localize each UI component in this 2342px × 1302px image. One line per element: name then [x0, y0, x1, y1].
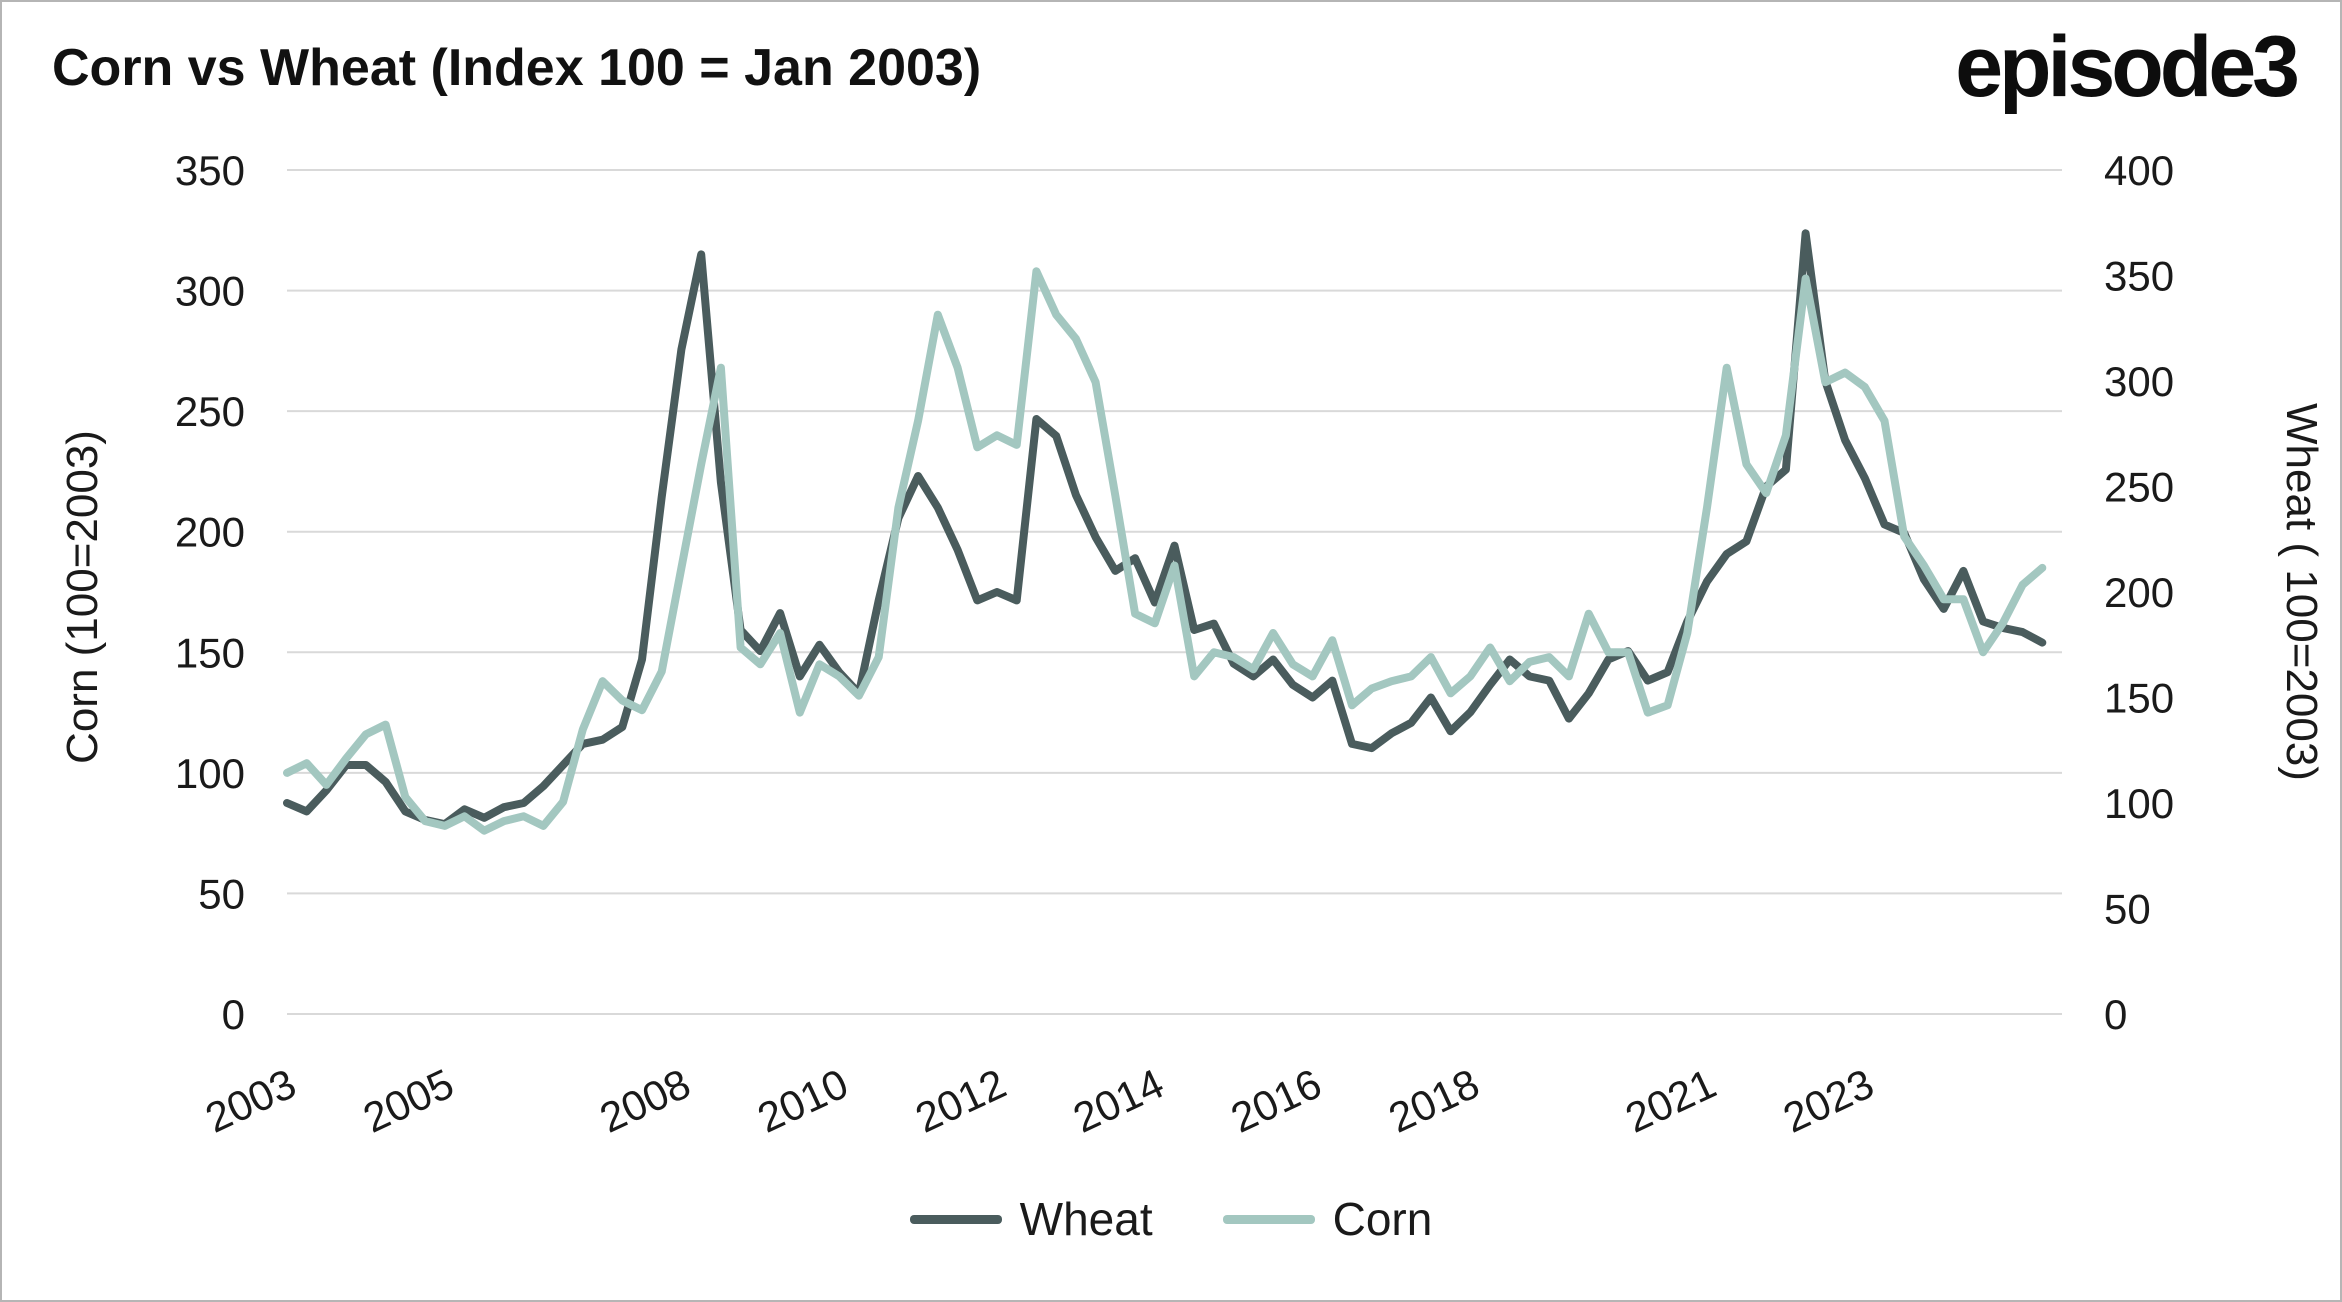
x-axis-tick: 2021 — [1618, 1060, 1723, 1142]
right-axis-tick: 50 — [2104, 886, 2151, 933]
left-axis-tick: 100 — [175, 750, 245, 797]
right-axis-tick: 300 — [2104, 358, 2174, 405]
left-axis-tick: 150 — [175, 629, 245, 676]
left-axis-tick: 250 — [175, 388, 245, 435]
brand-logo: episode3 — [1955, 19, 2300, 115]
corn-line-swatch — [1222, 1214, 1315, 1224]
right-axis-tick: 350 — [2104, 253, 2174, 300]
left-axis-tick: 300 — [175, 268, 245, 315]
left-axis-tick: 200 — [175, 509, 245, 556]
right-axis-tick: 250 — [2104, 464, 2174, 511]
x-axis-tick: 2012 — [908, 1060, 1013, 1142]
wheat-line-swatch — [909, 1214, 1002, 1224]
legend: Wheat Corn — [2, 1192, 2340, 1246]
legend-item-corn: Corn — [1222, 1192, 1433, 1246]
x-axis-tick: 2018 — [1382, 1060, 1487, 1142]
right-axis-tick: 100 — [2104, 780, 2174, 827]
right-axis-tick: 400 — [2104, 147, 2174, 194]
chart-title: Corn vs Wheat (Index 100 = Jan 2003) — [52, 39, 982, 97]
left-axis-tick: 0 — [222, 991, 245, 1038]
legend-label-corn: Corn — [1332, 1193, 1433, 1245]
corn-line — [283, 267, 2047, 835]
x-axis-tick: 2010 — [750, 1060, 855, 1142]
right-axis-tick: 0 — [2104, 991, 2127, 1038]
right-axis-tick: 200 — [2104, 569, 2174, 616]
left-axis-tick: 350 — [175, 147, 245, 194]
left-axis-tick: 50 — [198, 870, 245, 917]
x-axis-tick: 2005 — [356, 1060, 461, 1142]
legend-item-wheat: Wheat — [909, 1192, 1153, 1246]
wheat-line — [283, 229, 2047, 829]
x-axis-tick: 2016 — [1224, 1060, 1329, 1142]
x-axis-tick: 2014 — [1066, 1060, 1171, 1142]
right-axis-title: Wheat ( 100=2003) — [2277, 403, 2326, 781]
x-axis-tick: 2003 — [198, 1060, 303, 1142]
x-axis-tick: 2023 — [1776, 1060, 1881, 1142]
left-axis-title: Corn (100=2003) — [58, 430, 107, 764]
right-axis-tick: 150 — [2104, 675, 2174, 722]
legend-label-wheat: Wheat — [1019, 1193, 1153, 1245]
x-axis-tick: 2008 — [593, 1060, 698, 1142]
